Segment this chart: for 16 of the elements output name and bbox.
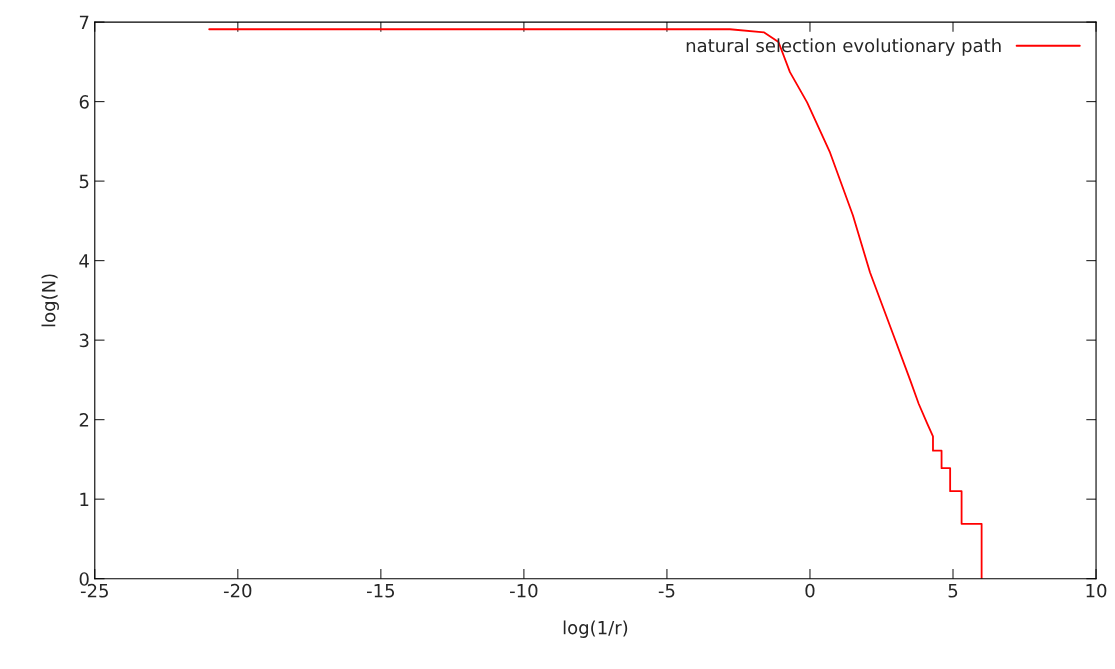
y-tick-label: 2: [79, 413, 89, 427]
y-tick-label: 4: [79, 254, 89, 268]
x-tick-label: 0: [805, 583, 815, 598]
y-tick-label: 3: [79, 333, 89, 348]
x-tick-label: -15: [366, 584, 395, 598]
x-tick-label: -20: [223, 583, 252, 598]
x-tick-label: 5: [948, 584, 958, 598]
y-tick-label: 5: [79, 174, 89, 189]
y-tick-label: 6: [79, 95, 89, 109]
y-tick-label: 7: [79, 15, 89, 29]
x-tick-label: 10: [1086, 583, 1107, 598]
x-tick-label: -10: [510, 583, 538, 598]
x-axis-title: log(1/r): [563, 620, 628, 638]
y-axis-title: log(N): [41, 274, 59, 327]
y-tick-label: 1: [80, 492, 89, 507]
x-tick-label: -5: [658, 584, 675, 598]
